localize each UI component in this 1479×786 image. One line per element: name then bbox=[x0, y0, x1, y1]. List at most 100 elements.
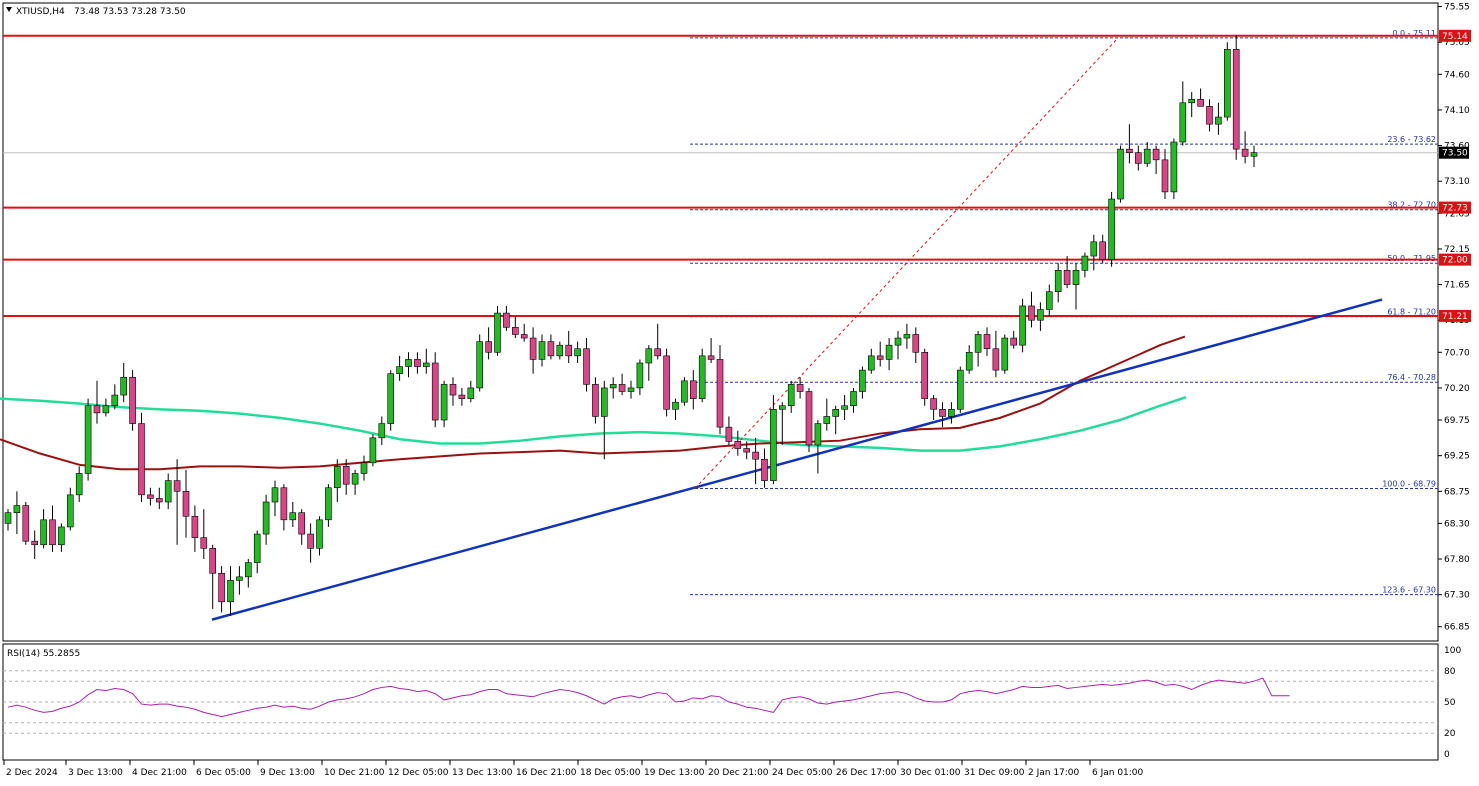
x-tick-label-6: 12 Dec 05:00 bbox=[388, 768, 449, 778]
candle-body-124 bbox=[1108, 198, 1115, 260]
y-tick-label-2: 74.60 bbox=[1444, 70, 1470, 80]
candle-body-20 bbox=[182, 491, 190, 517]
candle-body-28 bbox=[253, 533, 261, 563]
candle-body-5 bbox=[49, 519, 56, 546]
candle-body-84 bbox=[752, 451, 759, 460]
candle-body-44 bbox=[396, 366, 403, 374]
candle-body-51 bbox=[458, 394, 466, 399]
candle-body-132 bbox=[1179, 102, 1187, 143]
candle-body-96 bbox=[859, 369, 866, 392]
candle-body-3 bbox=[31, 540, 39, 546]
candle-body-68 bbox=[609, 384, 617, 389]
x-tick-label-16: 2 Jan 17:00 bbox=[1028, 768, 1080, 778]
candle-body-48 bbox=[431, 362, 439, 421]
y-tick-label-3: 74.10 bbox=[1444, 106, 1470, 116]
candle-body-66 bbox=[592, 384, 599, 417]
fib-label-5: 76.4 - 70.28 bbox=[1387, 373, 1436, 382]
candle-body-112 bbox=[1001, 337, 1009, 371]
candle-body-135 bbox=[1206, 106, 1213, 125]
candle-body-117 bbox=[1046, 291, 1053, 310]
candle-body-140 bbox=[1250, 152, 1258, 157]
candle-body-19 bbox=[173, 480, 181, 492]
candle-body-71 bbox=[636, 362, 644, 389]
fib-label-6: 100.0 - 68.79 bbox=[1382, 479, 1436, 488]
candle-body-6 bbox=[58, 526, 65, 546]
candle-body-98 bbox=[876, 355, 884, 360]
candle-body-70 bbox=[627, 387, 635, 392]
resistance-badge-0 bbox=[1439, 29, 1471, 42]
candle-body-100 bbox=[894, 337, 902, 346]
symbol-label: XTIUSD,H4 bbox=[16, 7, 65, 17]
candle-body-29 bbox=[262, 501, 270, 535]
rsi-tick-label-0: 100 bbox=[1444, 646, 1461, 656]
chevron-down-icon[interactable] bbox=[6, 7, 12, 12]
candle-body-127 bbox=[1135, 152, 1142, 164]
candle-body-8 bbox=[75, 473, 83, 496]
x-tick-label-2: 4 Dec 21:00 bbox=[132, 768, 187, 778]
candle-body-24 bbox=[218, 572, 225, 603]
candle-body-130 bbox=[1161, 159, 1169, 193]
x-tick-label-10: 19 Dec 13:00 bbox=[644, 768, 705, 778]
candle-body-47 bbox=[422, 362, 430, 367]
candle-body-106 bbox=[948, 409, 955, 417]
candle-body-22 bbox=[200, 537, 208, 549]
candle-body-131 bbox=[1170, 141, 1178, 193]
candle-body-83 bbox=[743, 448, 751, 453]
candle-body-56 bbox=[503, 312, 510, 328]
x-tick-label-5: 10 Dec 21:00 bbox=[324, 768, 385, 778]
x-tick-label-8: 16 Dec 21:00 bbox=[516, 768, 577, 778]
candle-body-89 bbox=[796, 384, 804, 392]
y-tick-label-13: 69.25 bbox=[1444, 452, 1470, 462]
candle-body-80 bbox=[716, 359, 724, 428]
x-tick-label-3: 6 Dec 05:00 bbox=[196, 768, 251, 778]
candle-body-61 bbox=[547, 341, 555, 357]
candle-body-94 bbox=[841, 405, 848, 410]
x-tick-label-17: 6 Jan 01:00 bbox=[1092, 768, 1144, 778]
candle-body-60 bbox=[538, 341, 546, 360]
y-tick-label-6: 72.65 bbox=[1444, 209, 1470, 219]
x-tick-label-4: 9 Dec 13:00 bbox=[260, 768, 315, 778]
rsi-axis: 100 80 50 20 0 bbox=[1444, 646, 1461, 760]
fib-label-0: 0.0 - 75.11 bbox=[1392, 29, 1436, 38]
candle-body-40 bbox=[360, 462, 368, 474]
trendline[interactable] bbox=[211, 298, 1383, 621]
candle-body-10 bbox=[93, 405, 101, 414]
candle-body-138 bbox=[1232, 49, 1240, 150]
candle-body-63 bbox=[565, 344, 573, 357]
candle-body-23 bbox=[209, 548, 216, 574]
candle-body-18 bbox=[164, 480, 172, 503]
candle-body-14 bbox=[129, 376, 136, 424]
candle-body-126 bbox=[1126, 148, 1133, 153]
candle-body-104 bbox=[930, 398, 937, 410]
candle-body-121 bbox=[1081, 255, 1089, 271]
resistance-levels bbox=[3, 34, 1438, 317]
candle-body-30 bbox=[271, 487, 279, 503]
candle-body-67 bbox=[600, 387, 608, 417]
candle-body-58 bbox=[520, 334, 528, 339]
fibonacci-diagonal bbox=[694, 37, 1119, 489]
x-tick-label-9: 18 Dec 05:00 bbox=[580, 768, 641, 778]
rsi-tick-label-4: 0 bbox=[1444, 750, 1450, 760]
y-tick-label-8: 71.65 bbox=[1444, 281, 1470, 291]
rsi-tick-label-3: 20 bbox=[1444, 729, 1456, 739]
y-tick-label-11: 70.20 bbox=[1444, 384, 1470, 394]
candle-body-7 bbox=[67, 494, 74, 528]
candle-body-114 bbox=[1019, 305, 1026, 346]
candle-body-17 bbox=[156, 498, 163, 503]
candle-body-122 bbox=[1090, 241, 1098, 257]
ma-slow-line bbox=[0, 396, 1187, 452]
candle-body-4 bbox=[40, 519, 47, 546]
candle-body-1 bbox=[13, 505, 21, 513]
candle-body-101 bbox=[903, 334, 911, 339]
candle-body-33 bbox=[298, 512, 306, 535]
resistance-badge-2 bbox=[1439, 253, 1471, 266]
candle-body-134 bbox=[1197, 98, 1204, 107]
candle-body-137 bbox=[1224, 49, 1231, 118]
candle-body-49 bbox=[440, 384, 448, 421]
x-tick-label-1: 3 Dec 13:00 bbox=[68, 768, 123, 778]
candle-body-31 bbox=[280, 487, 288, 521]
candle-body-102 bbox=[912, 334, 920, 353]
candle-body-93 bbox=[832, 409, 840, 417]
x-tick-label-0: 2 Dec 2024 bbox=[6, 768, 58, 778]
